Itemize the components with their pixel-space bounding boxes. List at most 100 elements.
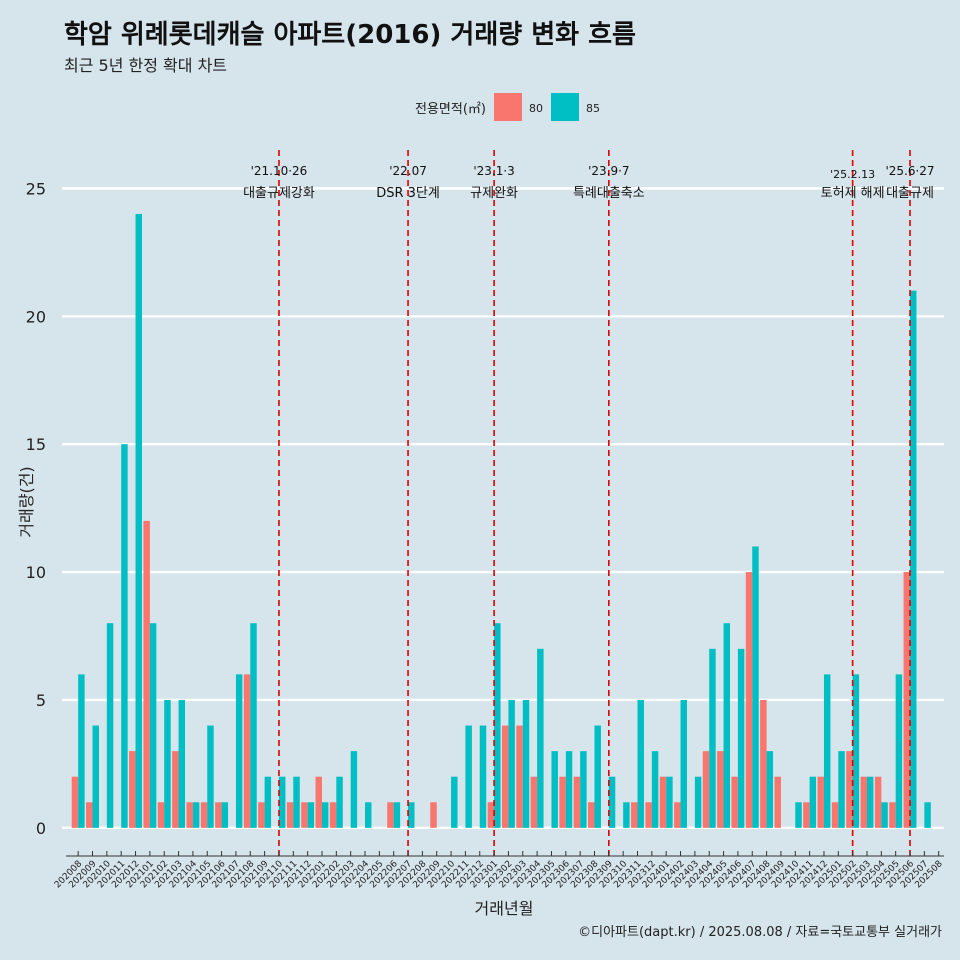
bar-80-202111 (286, 802, 294, 828)
bar-85-202207 (408, 802, 415, 828)
y-axis: 0 5 10 15 20 25 (26, 179, 46, 837)
bar-85-202407 (752, 546, 759, 828)
event-label: 대출규제 (886, 186, 934, 201)
x-axis-title: 거래년월 (475, 899, 534, 918)
legend-key-80 (494, 93, 522, 121)
event-date: '23.1·3 (473, 164, 514, 178)
bar-80-202303 (516, 725, 523, 828)
bar-80-202101 (143, 520, 150, 828)
bar-85-202309 (608, 776, 616, 828)
bar-80-202009 (86, 802, 93, 828)
bar-80-202209 (430, 802, 437, 828)
bar-85-202108 (250, 623, 257, 828)
bar-80-202307 (573, 776, 581, 828)
bar-85-202104 (192, 802, 200, 828)
event-label: 규제완화 (470, 186, 518, 201)
bar-80-202301 (487, 802, 495, 828)
bar-85-202307 (580, 751, 587, 828)
event-label: DSR 3단계 (376, 186, 440, 201)
bar-80-202304 (530, 776, 538, 828)
bar-85-202505 (895, 674, 903, 828)
bar-80-202302 (501, 725, 509, 828)
bar-85-202009 (92, 725, 99, 828)
bar-85-202202 (336, 776, 343, 828)
y-tick-label: 15 (26, 435, 46, 454)
event-date: '25.6·27 (885, 164, 934, 178)
y-tick-label: 10 (26, 563, 46, 582)
bar-85-202301 (494, 623, 501, 828)
legend-key-85 (551, 93, 579, 121)
bar-85-202304 (537, 648, 544, 828)
bar-85-202109 (264, 776, 272, 828)
bar-80-202109 (258, 802, 265, 828)
legend-label-85: 85 (586, 102, 600, 115)
bar-80-202407 (745, 572, 753, 828)
bar-85-202403 (694, 776, 702, 828)
bar-85-202103 (178, 699, 186, 828)
bar-85-202112 (307, 802, 315, 828)
bar-85-202501 (838, 751, 845, 828)
bar-80-202502 (846, 751, 853, 828)
event-date: '22.07 (389, 164, 427, 178)
bar-85-202212 (479, 725, 487, 828)
bar-80-202108 (243, 674, 251, 828)
bar-80-202402 (674, 802, 681, 828)
bar-85-202405 (723, 623, 731, 828)
bar-85-202102 (164, 699, 171, 828)
bar-80-202405 (717, 751, 724, 828)
bar-85-202311 (637, 699, 644, 828)
y-tick-label: 20 (26, 307, 46, 326)
event-label: 토허제 해제 (821, 186, 885, 201)
bar-85-202111 (293, 776, 300, 828)
bar-85-202310 (623, 802, 630, 828)
chart-title: 학암 위례롯데캐슬 아파트(2016) 거래량 변화 흐름 (64, 20, 636, 50)
bar-85-202410 (795, 802, 802, 828)
bar-85-202011 (121, 444, 128, 828)
bar-80-202312 (645, 802, 652, 828)
bar-80-202012 (129, 751, 136, 828)
bar-85-202211 (465, 725, 472, 828)
bar-80-202411 (803, 802, 810, 828)
bar-80-202506 (903, 572, 911, 828)
bar-80-202308 (588, 802, 595, 828)
legend-title: 전용면적(㎡) (415, 102, 486, 117)
bar-80-202008 (71, 776, 79, 828)
bar-85-202503 (866, 776, 874, 828)
bar-80-202103 (172, 751, 179, 828)
bar-85-202401 (666, 776, 673, 828)
bar-80-202412 (817, 776, 824, 828)
event-date: '25.2.13 (830, 168, 875, 181)
bar-85-202012 (135, 213, 142, 828)
bar-85-202504 (881, 802, 888, 828)
event-annotations: '21.10·26 대출규제강화 '22.07 DSR 3단계 '23.1·3 규제완화 '… (243, 164, 934, 201)
bar-85-202305 (551, 751, 558, 828)
bar-80-202504 (874, 776, 882, 828)
bar-85-202507 (924, 802, 931, 828)
bar-85-202201 (321, 802, 329, 828)
bar-80-202501 (831, 802, 839, 828)
bar-80-202311 (631, 802, 638, 828)
bar-85-202312 (651, 751, 659, 828)
bar-85-202204 (365, 802, 372, 828)
event-label: 특례대출축소 (573, 186, 645, 201)
bar-85-202101 (149, 623, 157, 828)
bar-85-202107 (235, 674, 243, 828)
bar-80-202505 (889, 802, 896, 828)
bar-85-202404 (709, 648, 716, 828)
bar-80-202306 (559, 776, 566, 828)
bar-80-202503 (860, 776, 867, 828)
bar-85-202105 (207, 725, 214, 828)
chart-caption: ©디아파트(dapt.kr) / 2025.08.08 / 자료=국토교통부 실… (578, 925, 942, 940)
bar-85-202406 (737, 648, 745, 828)
chart-subtitle: 최근 5년 한정 확대 차트 (64, 56, 228, 75)
bar-85-202408 (766, 751, 774, 828)
bar-85-202210 (451, 776, 458, 828)
bar-85-202206 (393, 802, 401, 828)
event-label: 대출규제강화 (243, 186, 315, 201)
bar-85-202106 (221, 802, 229, 828)
legend: 전용면적(㎡) 80 85 (415, 93, 600, 121)
bar-85-202302 (508, 699, 515, 828)
event-date: '21.10·26 (251, 164, 308, 178)
bar-80-202201 (315, 776, 322, 828)
